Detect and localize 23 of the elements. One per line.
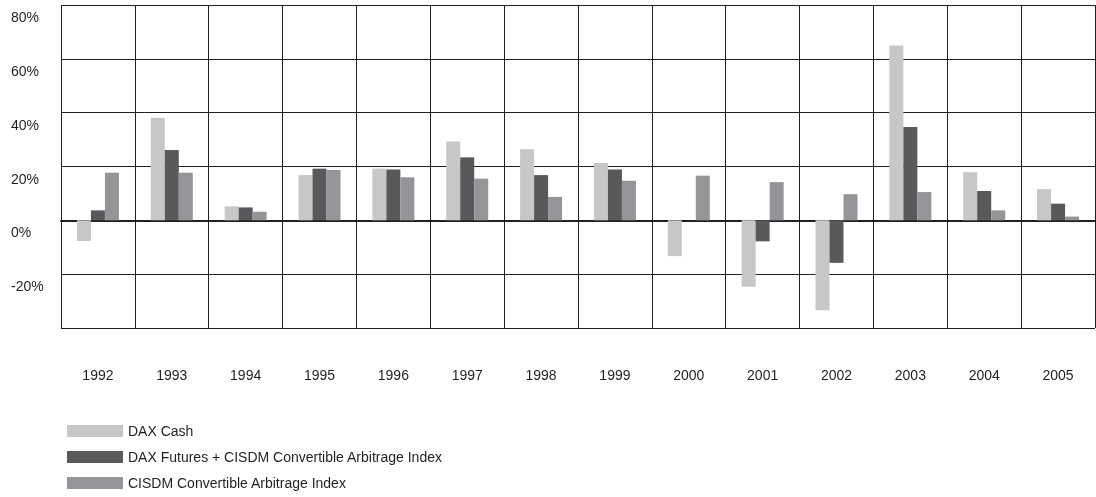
y-tick-label: -20%	[11, 278, 44, 295]
x-tick-label: 1994	[230, 367, 262, 383]
legend-label: DAX Futures + CISDM Convertible Arbitrage Index	[128, 449, 442, 465]
x-tick-label: 2000	[673, 367, 705, 383]
x-tick-label: 1992	[82, 367, 114, 383]
x-tick-label: 1995	[303, 367, 336, 383]
x-tick-label: 1999	[599, 367, 631, 383]
x-tick-label: 2005	[1042, 367, 1074, 383]
x-tick-label: 1993	[156, 367, 188, 383]
y-tick-label: 40%	[11, 116, 40, 133]
x-tick-label: 1996	[377, 367, 410, 383]
x-tick-label: 1998	[525, 367, 557, 383]
x-tick-label: 2001	[747, 367, 779, 383]
y-tick-label: 60%	[11, 62, 40, 79]
x-tick-label: 2003	[894, 367, 927, 383]
y-tick-label: 0%	[11, 224, 32, 241]
y-tick-label: 80%	[11, 9, 40, 25]
y-tick-label: 20%	[11, 170, 40, 187]
x-tick-label: 2004	[968, 367, 1000, 383]
x-tick-label: 1997	[451, 367, 483, 383]
legend-label: CISDM Convertible Arbitrage Index	[128, 475, 346, 491]
x-tick-label: 2002	[820, 367, 853, 383]
legend-label: DAX Cash	[128, 423, 194, 439]
